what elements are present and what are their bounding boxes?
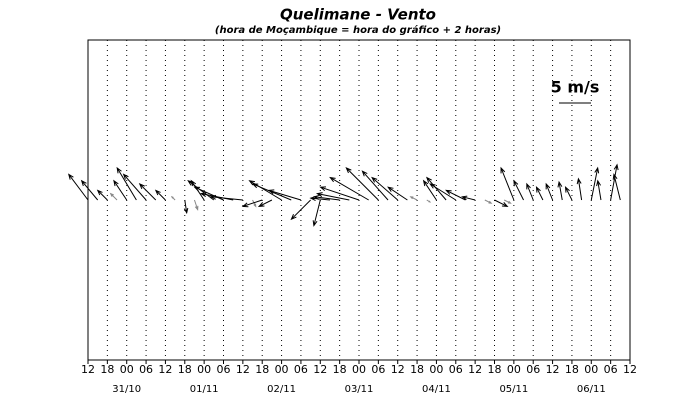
date-label: 31/10 (112, 384, 141, 395)
x-tick-label: 00 (197, 363, 211, 376)
x-tick-label: 00 (352, 363, 366, 376)
wind-vector (170, 195, 176, 201)
wind-vector (312, 199, 321, 227)
chart-title: Quelimane - Vento (280, 6, 436, 24)
wind-vector (193, 199, 199, 211)
wind-vector (329, 176, 369, 201)
wind-vector (312, 194, 340, 201)
x-tick-label: 12 (236, 363, 250, 376)
x-tick-label: 06 (294, 363, 308, 376)
wind-vector (371, 176, 399, 201)
wind-vector (612, 173, 621, 201)
wind-vector (209, 194, 243, 201)
wind-vector (513, 179, 524, 201)
x-tick-label: 12 (158, 363, 172, 376)
x-tick-label: 18 (178, 363, 192, 376)
x-tick-label: 00 (275, 363, 289, 376)
wind-vector (500, 166, 515, 201)
x-tick-label: 00 (429, 363, 443, 376)
x-tick-label: 12 (623, 363, 637, 376)
wind-vector (429, 183, 457, 201)
x-tick-label: 12 (391, 363, 405, 376)
x-tick-label: 00 (120, 363, 134, 376)
reference-label: 5 m/s (551, 78, 600, 97)
wind-vector (251, 183, 292, 201)
wind-vector (316, 192, 350, 201)
wind-vector (80, 179, 99, 201)
x-tick-label: 12 (81, 363, 95, 376)
x-tick-label: 06 (139, 363, 153, 376)
x-tick-label: 06 (371, 363, 385, 376)
wind-vector (96, 189, 108, 201)
wind-vector (590, 166, 600, 201)
x-tick-label: 12 (313, 363, 327, 376)
date-label: 03/11 (345, 384, 374, 395)
wind-vector (290, 199, 311, 221)
wind-vector (122, 173, 147, 201)
wind-vector (183, 199, 189, 215)
wind-vector (241, 199, 263, 208)
wind-vector (138, 183, 157, 201)
wind-vector (113, 179, 128, 201)
x-tick-label: 12 (468, 363, 482, 376)
wind-vector (557, 180, 563, 201)
date-label: 02/11 (267, 384, 296, 395)
wind-vector (426, 199, 432, 203)
wind-vector (445, 189, 466, 201)
wind-vector (387, 186, 408, 201)
date-label: 04/11 (422, 384, 451, 395)
wind-vector (422, 179, 437, 201)
wind-vector (267, 189, 302, 201)
wind-vector (345, 167, 379, 201)
wind-vector (461, 195, 476, 201)
wind-vector (503, 199, 512, 204)
wind-vector (494, 199, 509, 208)
x-tick-label: 12 (546, 363, 560, 376)
x-tick-label: 18 (565, 363, 579, 376)
x-tick-label: 18 (100, 363, 114, 376)
x-tick-label: 06 (217, 363, 231, 376)
wind-vector (67, 173, 89, 201)
wind-vector (109, 192, 118, 201)
wind-vector (361, 170, 389, 201)
wind-vector (409, 196, 418, 201)
wind-vector (154, 189, 166, 201)
x-tick-label: 06 (526, 363, 540, 376)
wind-vector (535, 185, 544, 201)
x-tick-label: 06 (449, 363, 463, 376)
wind-vector (610, 163, 619, 201)
x-tick-label: 18 (333, 363, 347, 376)
chart-subtitle: (hora de Moçambique = hora do gráfico + … (215, 24, 501, 36)
x-tick-label: 18 (410, 363, 424, 376)
x-tick-label: 00 (507, 363, 521, 376)
x-tick-label: 06 (604, 363, 618, 376)
wind-vector (545, 182, 554, 201)
date-label: 05/11 (499, 384, 528, 395)
x-tick-label: 18 (255, 363, 269, 376)
x-tick-label: 18 (488, 363, 502, 376)
wind-vector (596, 179, 602, 201)
wind-vector (564, 185, 573, 201)
wind-vector (426, 176, 447, 201)
x-tick-label: 00 (584, 363, 598, 376)
wind-vector (116, 166, 137, 201)
wind-vector (526, 182, 534, 201)
date-label: 01/11 (190, 384, 219, 395)
wind-vector (257, 199, 273, 208)
wind-vector (484, 199, 493, 204)
wind-vector (319, 186, 360, 201)
date-label: 06/11 (577, 384, 606, 395)
wind-vector (576, 177, 583, 201)
